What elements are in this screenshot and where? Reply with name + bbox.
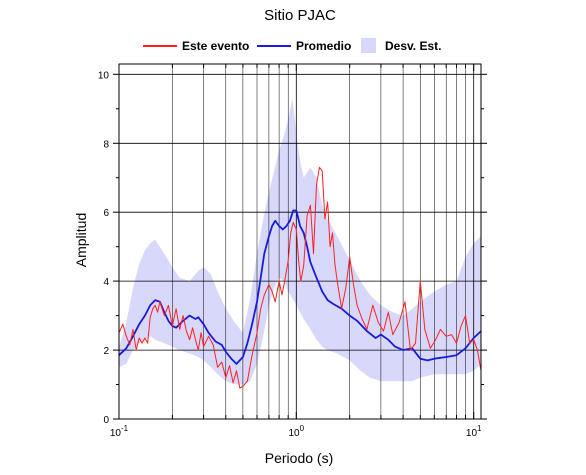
legend-label-desv-est: Desv. Est.: [385, 39, 441, 53]
legend: Este evento Promedio Desv. Est.: [143, 38, 441, 53]
y-tick-label: 2: [103, 346, 109, 357]
chart-title: Sitio PJAC: [264, 7, 336, 24]
legend-swatch-desv-est: [361, 38, 376, 53]
y-tick-label: 8: [103, 139, 109, 150]
x-tick-label: 100: [289, 424, 305, 439]
x-axis-label: Periodo (s): [265, 450, 333, 466]
y-axis-label: Amplitud: [73, 213, 89, 267]
x-tick-label: 101: [466, 424, 482, 439]
x-tick-label: 10-1: [110, 424, 129, 439]
y-tick-label: 6: [103, 208, 109, 219]
y-tick-label: 0: [103, 415, 109, 426]
legend-label-promedio: Promedio: [296, 39, 351, 53]
y-tick-label: 10: [98, 70, 110, 81]
plot-area: 0 2 4 6 8 10 10-1 100 101: [98, 63, 487, 439]
plot-frame: [118, 63, 482, 420]
std-dev-band: [119, 98, 481, 385]
series-line-este-evento: [118, 166, 482, 389]
series-line-promedio: [118, 209, 482, 365]
y-tick-label: 4: [103, 277, 109, 288]
legend-label-este-evento: Este evento: [182, 39, 249, 53]
